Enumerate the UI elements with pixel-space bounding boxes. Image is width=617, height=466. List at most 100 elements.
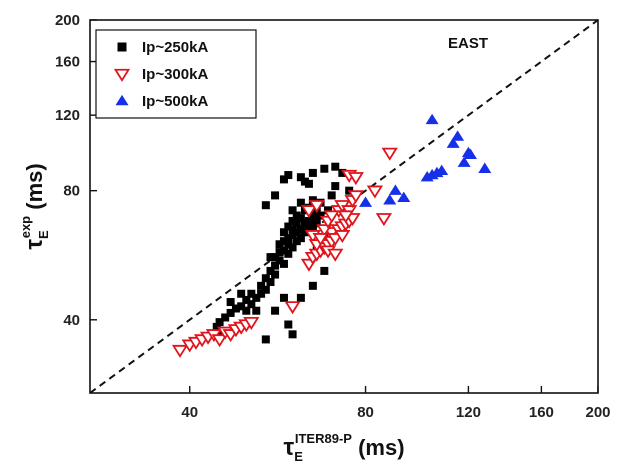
- y-tick-label: 40: [63, 312, 80, 329]
- data-point: [366, 185, 384, 199]
- legend-marker: [117, 42, 127, 52]
- data-point: [320, 266, 329, 275]
- data-point: [338, 168, 347, 177]
- data-point: [296, 198, 305, 207]
- data-point: [261, 335, 270, 344]
- x-tick-label: 40: [181, 404, 198, 421]
- plot-area: 40 80 120 160 200 40 80 120 160 200 τEITER89-P (ms…: [18, 12, 611, 464]
- legend-label: Ip~500kA: [142, 93, 208, 110]
- data-point: [383, 194, 397, 205]
- data-point: [279, 293, 288, 302]
- data-point: [242, 306, 251, 315]
- data-point: [381, 147, 398, 161]
- data-point: [359, 196, 373, 207]
- data-point: [252, 306, 261, 315]
- data-point: [284, 301, 301, 315]
- legend-marker: [113, 68, 131, 82]
- data-point: [237, 289, 246, 298]
- data-point: [275, 240, 284, 249]
- data-point: [257, 281, 266, 290]
- data-point: [284, 234, 293, 243]
- data-point: [334, 230, 351, 244]
- data-point: [284, 171, 293, 180]
- y-tick-label: 200: [55, 12, 80, 29]
- data-point: [464, 148, 478, 160]
- x-tick-label: 120: [456, 404, 481, 421]
- data-point: [375, 213, 393, 227]
- data-point: [308, 281, 317, 290]
- data-point: [308, 222, 317, 231]
- data-point: [279, 175, 288, 184]
- data-point: [215, 318, 224, 327]
- data-point: [237, 302, 246, 311]
- data-point: [316, 211, 325, 220]
- data-point: [457, 156, 471, 167]
- data-point: [271, 191, 280, 200]
- data-point: [331, 162, 340, 171]
- data-point: [275, 248, 284, 257]
- data-point: [266, 266, 275, 275]
- data-point: [288, 216, 297, 225]
- data-point: [171, 344, 189, 358]
- data-point: [300, 177, 309, 186]
- data-point: [271, 270, 280, 279]
- x-tick-label: 80: [357, 404, 374, 421]
- data-point: [324, 206, 333, 215]
- x-tick-label: 160: [529, 404, 554, 421]
- east-annotation: EAST: [448, 35, 488, 52]
- data-point: [435, 164, 449, 176]
- data-point: [288, 231, 297, 240]
- data-point: [308, 211, 317, 220]
- data-point: [323, 210, 340, 224]
- legend-marker: [115, 94, 129, 106]
- data-point: [252, 293, 261, 302]
- data-point: [288, 225, 297, 234]
- data-point: [271, 306, 280, 315]
- data-point: [284, 240, 293, 249]
- x-axis-label: τEITER89-P (ms): [283, 431, 404, 464]
- data-point: [397, 191, 411, 203]
- data-point: [478, 162, 492, 173]
- data-point: [284, 249, 293, 258]
- y-axis-label: τEexp (ms): [18, 163, 51, 249]
- data-point: [284, 222, 293, 231]
- data-point: [337, 210, 354, 224]
- data-point: [296, 293, 305, 302]
- data-point: [296, 214, 305, 223]
- data-point: [279, 228, 288, 237]
- plot-frame: [89, 19, 599, 394]
- data-point: [425, 113, 439, 125]
- data-point: [212, 322, 221, 331]
- data-point: [327, 191, 336, 200]
- y-tick-label: 160: [55, 54, 80, 71]
- data-point: [296, 225, 305, 234]
- legend-label: Ip~300kA: [142, 66, 208, 83]
- data-point: [304, 216, 313, 225]
- data-point: [221, 313, 230, 322]
- data-point: [347, 190, 364, 204]
- data-point: [247, 289, 256, 298]
- data-point: [279, 259, 288, 268]
- data-point: [257, 289, 266, 298]
- data-point: [279, 246, 288, 255]
- data-point: [292, 219, 301, 228]
- data-point: [331, 182, 340, 191]
- data-point: [308, 168, 317, 177]
- data-point: [271, 261, 280, 270]
- y-tick-label: 120: [55, 107, 80, 124]
- data-point: [296, 173, 305, 182]
- y-tick-label: 80: [63, 183, 80, 200]
- data-point: [231, 304, 240, 313]
- data-point: [261, 285, 270, 294]
- data-point: [266, 277, 275, 286]
- data-point: [312, 233, 329, 247]
- data-point: [288, 206, 297, 215]
- data-point: [288, 243, 297, 252]
- data-point: [388, 184, 402, 195]
- data-point: [327, 248, 344, 262]
- data-point: [243, 317, 260, 331]
- data-point: [261, 201, 270, 210]
- data-point: [312, 216, 321, 225]
- data-point: [292, 211, 301, 220]
